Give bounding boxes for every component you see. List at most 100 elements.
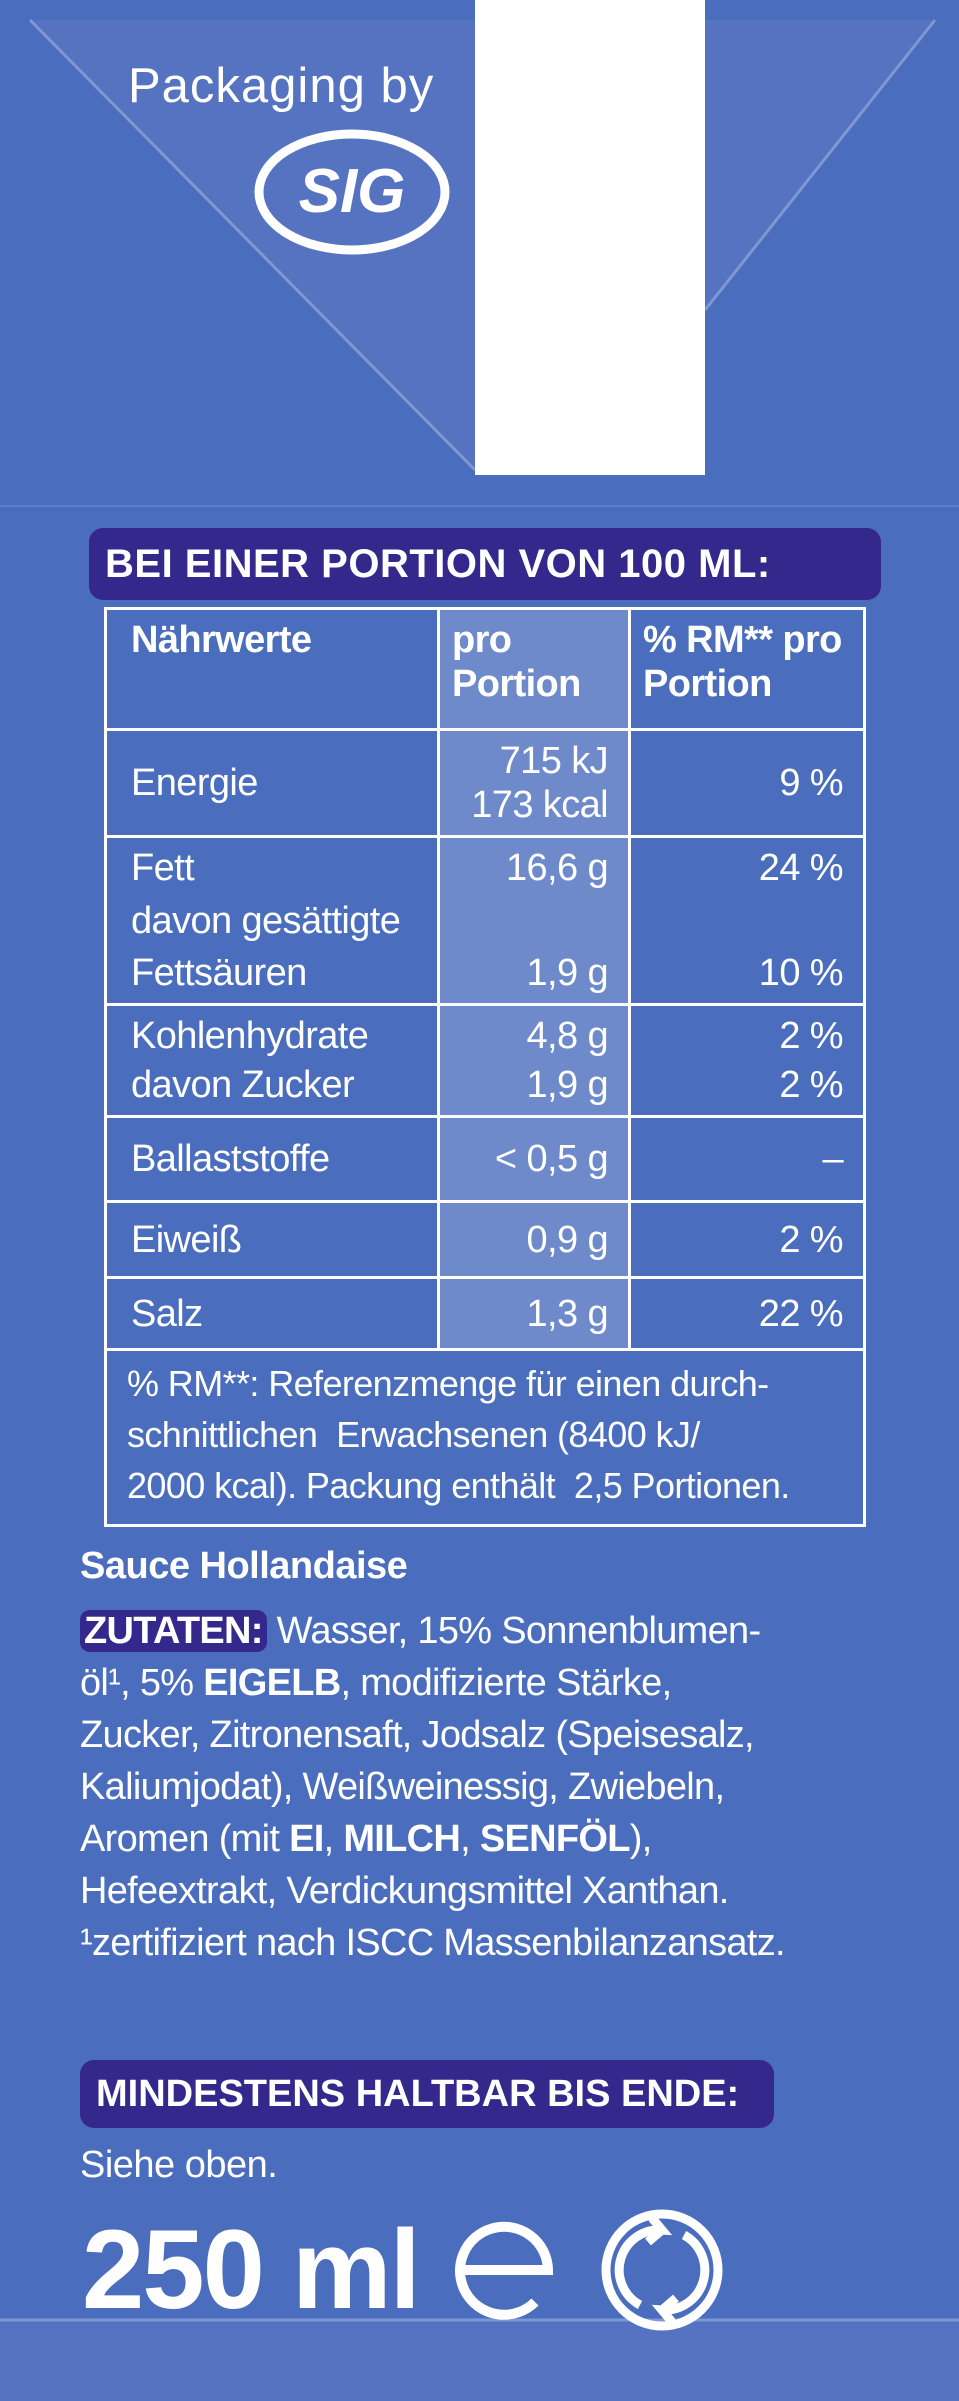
logo-ring [254,129,450,255]
nutrient-value-line: 16,6 g [505,847,609,889]
e-mark [455,2221,554,2320]
nutrient-percent: – [631,1118,863,1200]
ingredient-text: Kaliumjodat), Weißweinessig, Zwiebeln, [80,1766,725,1808]
footnote-line: 2000 kcal). Packung enthält 2,5 Portione… [127,1465,790,1506]
ingredient-line: Aromen (mit EI, MILCH, SENFÖL), [80,1813,785,1865]
nutrient-value: 4,8 g 1,9 g [440,1006,631,1115]
packaging-text: Packaging by [128,59,435,113]
nutrient-percent: 24 % 10 % [631,838,863,1003]
ingredient-text: öl¹, 5% [80,1662,204,1704]
nutrient-percent-line: 24 % [758,847,844,889]
header-line: Nährwerte [131,619,312,661]
best-before-heading: MINDESTENS HALTBAR BIS ENDE: [80,2060,774,2128]
nutrient-percent-line: 2 % [779,1218,843,1261]
nutrient-label: Salz [107,1279,440,1348]
allergen: EI [289,1818,324,1860]
table-header: Nährwerte pro Portion% RM** pro Portion [107,610,863,731]
nutrient-label: Ballaststoffe [107,1118,440,1200]
arrow [614,2215,673,2309]
nutrient-value-line: 715 kJ [499,740,609,782]
ingredient-line: Hefeextrakt, Verdickungsmittel Xanthan. [80,1865,785,1917]
allergen: EIGELB [203,1662,341,1704]
ingredient-line: ¹zertifiziert nach ISCC Massenbilanzansa… [80,1917,786,1969]
estimated-sign [455,2221,554,2320]
nutrient-value: 715 kJ 173 kcal [440,731,631,835]
nutrient-value-line: < 0,5 g [494,1138,609,1180]
nutrient-label-line: Fett [131,847,195,889]
nutrient-label: Fett davon gesättigte Fettsäuren [107,838,440,1003]
nutrient-row: Fett davon gesättigte Fettsäuren 16,6 g 1,9 … [107,838,863,1006]
nutrient-label-line: Energie [131,762,258,804]
ingredient-text: Wasser, 15% Sonnenblumen- [266,1610,762,1652]
arrow [651,2231,710,2325]
nutrient-percent: 2 % [631,1203,863,1276]
nutrient-value: 16,6 g 1,9 g [440,838,631,1003]
header-line: pro [452,619,512,661]
nutrient-row: Salz 1,3 g 22 % [107,1279,863,1351]
ingredient-text: ¹zertifiziert nach ISCC Massenbilanzansa… [80,1922,786,1964]
header-line: Portion [452,663,581,705]
nutrient-label-line: Ballaststoffe [131,1138,330,1180]
nutrient-value-line: 173 kcal [471,784,608,826]
nutrient-value: 1,3 g [440,1279,631,1348]
nutrient-percent-line: 9 % [779,762,843,804]
nutrient-value-line: 1,9 g [526,1064,608,1106]
nutrient-percent-line: 10 % [758,952,844,994]
nutrient-value: < 0,5 g [440,1118,631,1200]
nutrient-value-line: 1,3 g [526,1292,608,1335]
allergen: SENFÖL [479,1818,631,1860]
header-cell: Nährwerte [107,610,440,728]
nutrient-percent-line: 2 % [779,1015,843,1057]
header-cell: pro Portion [440,610,631,728]
nutrient-label: Eiweiß [107,1203,440,1276]
volume: 250 ml [82,2207,421,2332]
green-dot-icon [601,2209,723,2331]
nutrient-percent-line: 22 % [758,1292,844,1335]
white-strip [475,0,705,475]
nutrient-row: Ballaststoffe < 0,5 g – [107,1118,863,1203]
ingredients: ZUTATEN: Wasser, 15% Sonnenblumen-öl¹, 5… [80,1605,786,1969]
nutrient-label-line: Kohlenhydrate [131,1015,369,1057]
nutrition-heading: BEI EINER PORTION VON 100 ML: [89,528,881,600]
ingredient-text: Hefeextrakt, Verdickungsmittel Xanthan. [80,1870,729,1912]
nutrient-value-line: 0,9 g [526,1218,608,1261]
ingredient-line: Kaliumjodat), Weißweinessig, Zwiebeln, [80,1761,785,1813]
nutrient-label-line: davon Zucker [131,1064,355,1106]
carton-bottom [0,2322,959,2401]
nutrient-label: Energie [107,731,440,835]
ingredient-text: , [323,1818,344,1860]
header-line: Portion [643,663,772,705]
ingredient-text: Aromen (mit [80,1818,290,1860]
nutrient-value-line: 4,8 g [526,1015,608,1057]
nutrient-percent: 2 % 2 % [631,1006,863,1115]
ingredient-text: , [460,1818,480,1860]
footnote: % RM**: Referenzmenge für einen durch-sc… [127,1358,790,1511]
ingredient-line: Zucker, Zitronensaft, Jodsalz (Speisesal… [80,1709,785,1761]
best-before-text: Siehe oben. [80,2144,278,2186]
allergen: MILCH [343,1818,461,1860]
footnote-line: schnittlichen Erwachsenen (8400 kJ/ [127,1414,700,1455]
ingredient-text: Zucker, Zitronensaft, Jodsalz (Speisesal… [80,1714,755,1756]
nutrient-value: 0,9 g [440,1203,631,1276]
nutrient-label-line: Fettsäuren [131,952,307,994]
nutrient-label-line: davon gesättigte [131,899,401,942]
nutrient-label: Kohlenhydrate davon Zucker [107,1006,440,1115]
footnote-line: % RM**: Referenzmenge für einen durch- [127,1363,769,1404]
nutrient-percent-line: – [822,1138,843,1180]
nutrient-percent-line: 2 % [779,1064,843,1106]
header-line: % RM** pro [643,619,842,661]
dot-ring [601,2209,723,2331]
column-highlight [440,610,631,1348]
product-name: Sauce Hollandaise [80,1545,408,1587]
logo: SIG [299,157,406,226]
nutrient-value-line: 1,9 g [526,952,608,994]
fold-line [28,18,477,472]
nutrient-label-line: Eiweiß [131,1218,242,1261]
nutrient-percent: 9 % [631,731,863,835]
ingredients-label: ZUTATEN: [80,1610,267,1652]
nutrient-row: Eiweiß 0,9 g 2 % [107,1203,863,1279]
nutrient-percent: 22 % [631,1279,863,1348]
ingredient-text: , modifizierte Stärke, [340,1662,673,1704]
nutrition-table: % RM**: Referenzmenge für einen durch-sc… [104,607,866,1527]
